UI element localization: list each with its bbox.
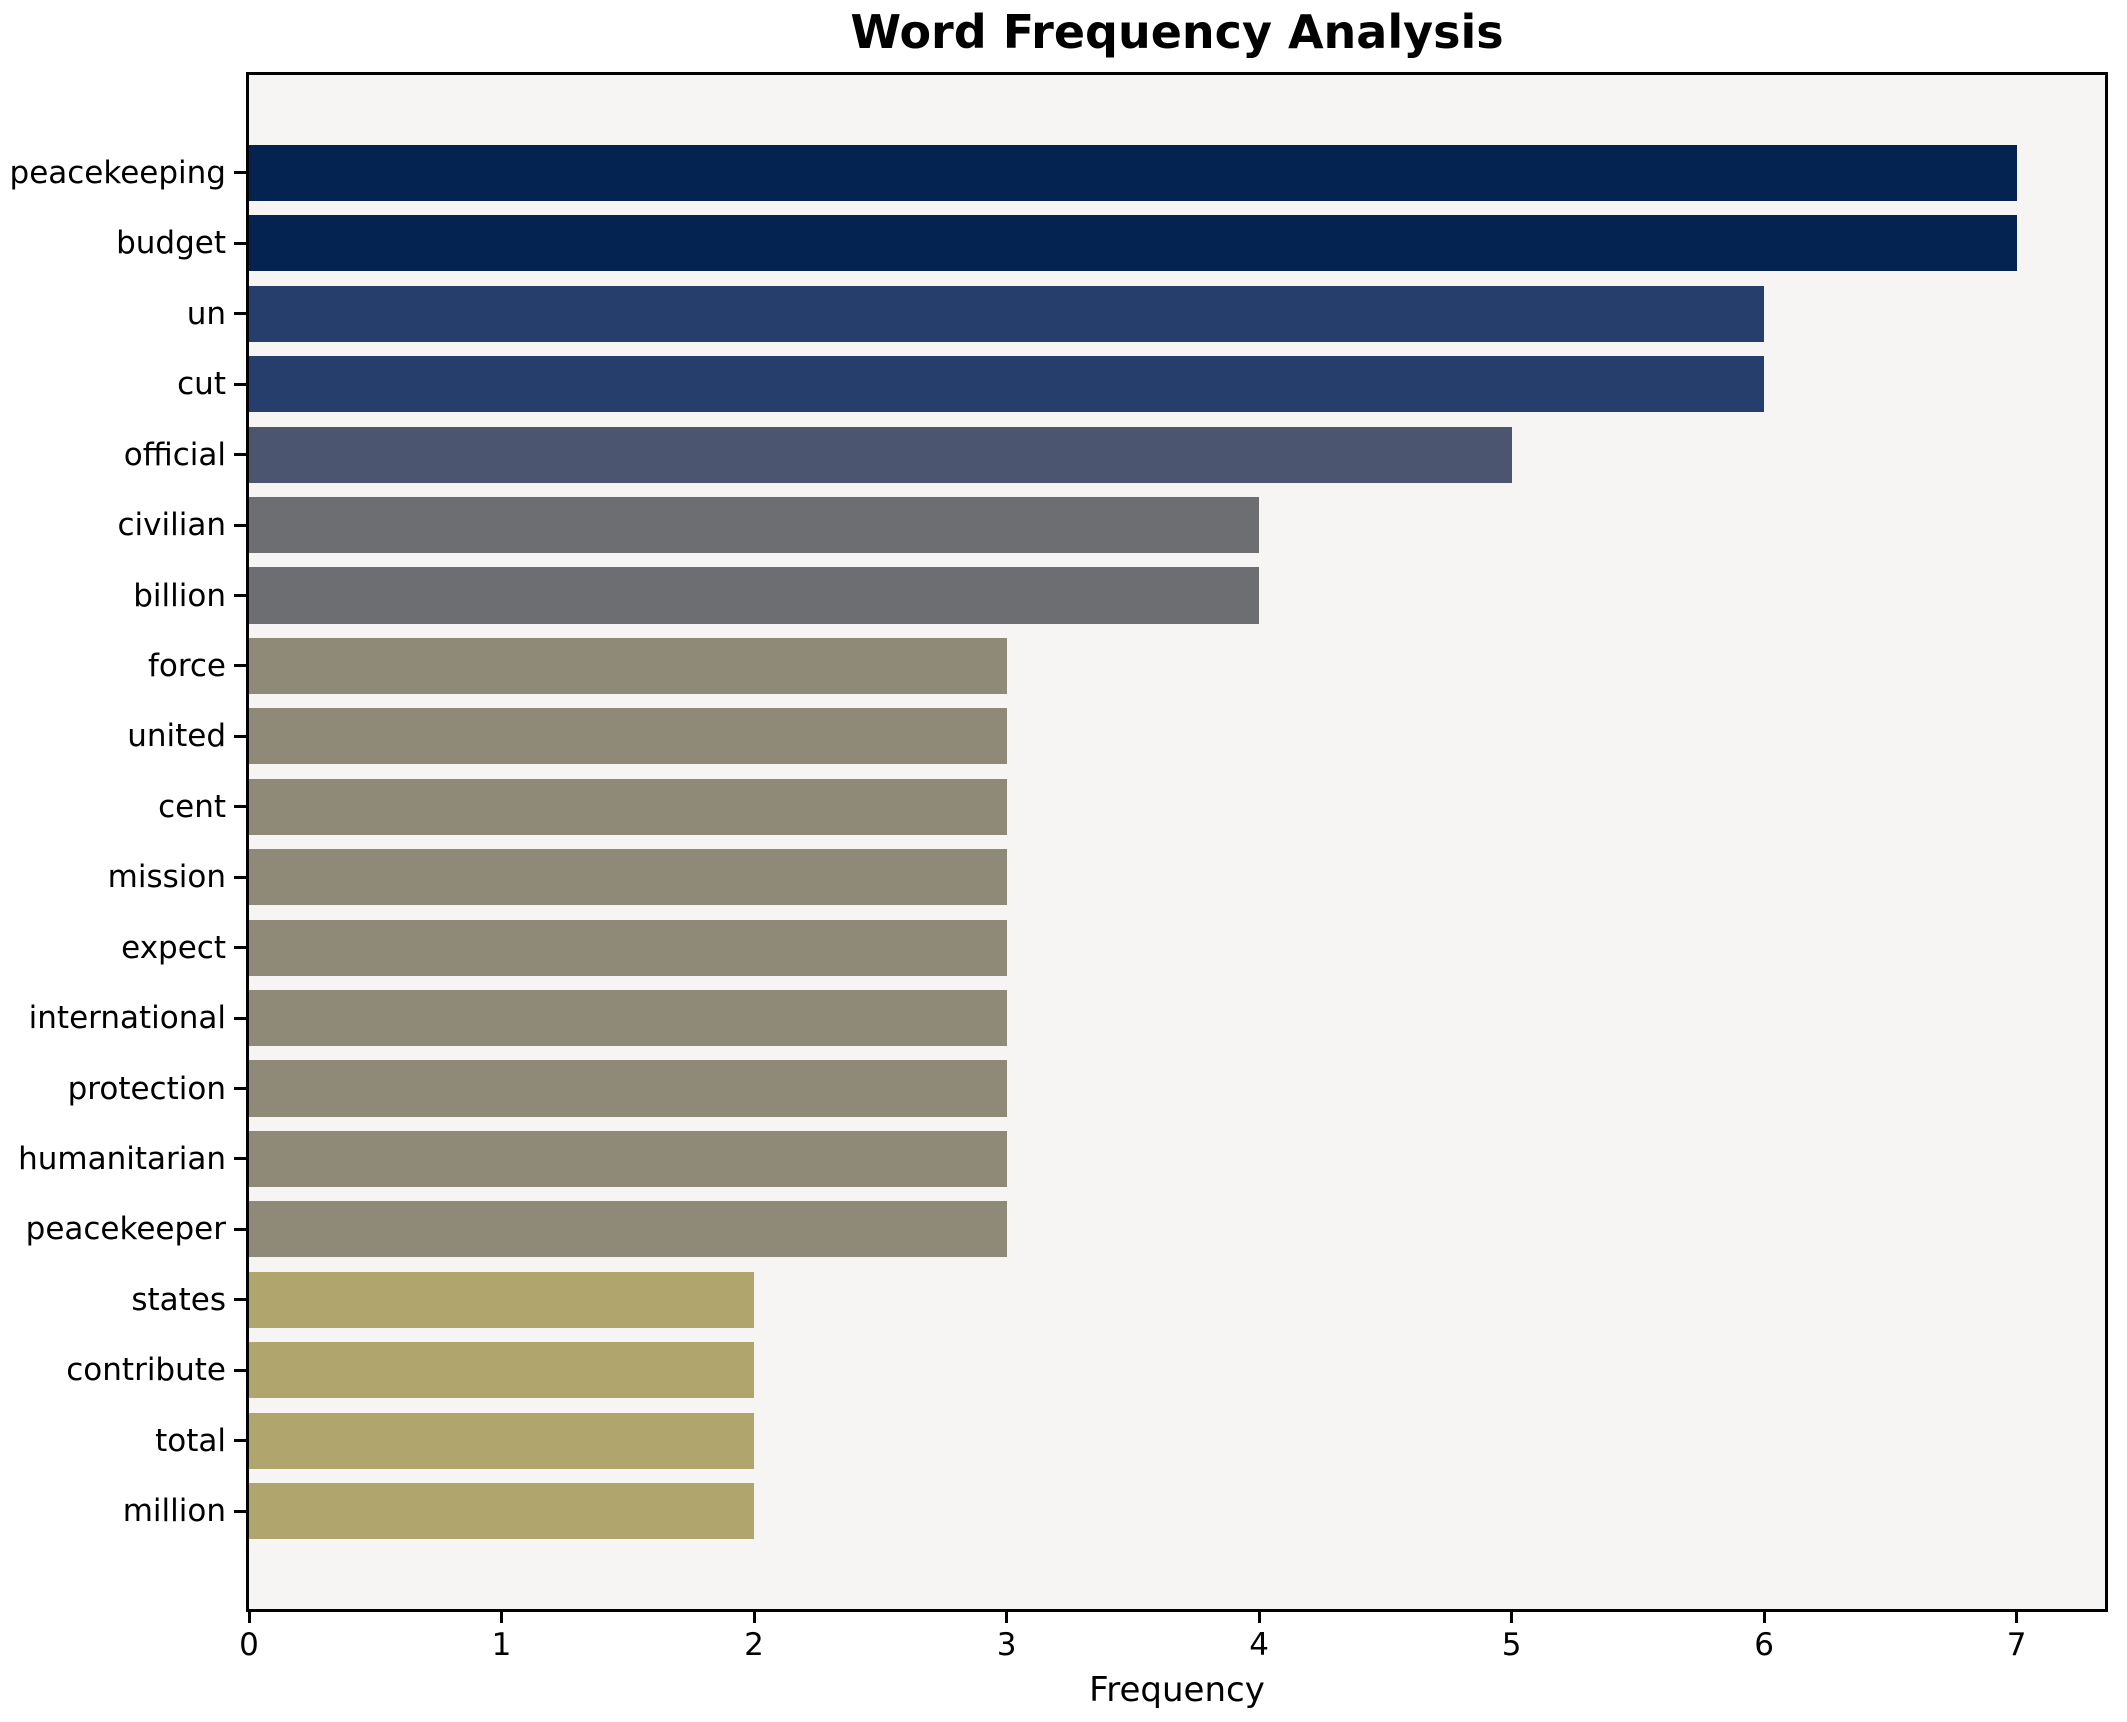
y-tick-mark [234, 946, 246, 950]
bar-force [249, 637, 1007, 694]
x-tick-mark [500, 1612, 503, 1623]
y-tick-mark [234, 1087, 246, 1090]
bar-civilian [249, 496, 1260, 554]
x-tick-label: 5 [1501, 1627, 1522, 1663]
x-tick-label: 1 [491, 1627, 512, 1663]
y-tick-mark [234, 241, 246, 245]
y-tick-label: force [147, 647, 226, 684]
y-tick-mark [234, 453, 246, 457]
y-tick-label: billion [133, 577, 226, 614]
y-tick-label: cent [158, 788, 226, 825]
bar-million [249, 1482, 754, 1540]
y-tick-label: official [123, 436, 226, 473]
y-tick-mark [234, 805, 246, 809]
y-tick-mark [234, 1439, 246, 1443]
y-tick-label: international [28, 1000, 226, 1037]
x-axis-label: Frequency [1089, 1670, 1265, 1710]
y-tick-label: budget [116, 225, 226, 262]
y-tick-label: million [122, 1493, 226, 1530]
bar-billion [249, 567, 1260, 624]
y-tick-mark [234, 1227, 246, 1231]
y-tick-label: un [186, 295, 226, 332]
y-tick-mark [234, 594, 246, 597]
bar-un [249, 285, 1765, 342]
y-tick-label: total [155, 1422, 226, 1459]
y-tick-label: humanitarian [18, 1140, 226, 1177]
bar-contribute [249, 1342, 754, 1399]
bar-peacekeeping [249, 144, 2017, 201]
x-tick-mark [247, 1612, 251, 1623]
bar-cut [249, 356, 1765, 413]
y-tick-label: united [127, 718, 226, 755]
y-tick-mark [234, 1016, 246, 1020]
bar-united [249, 708, 1007, 765]
plot-area [246, 72, 2108, 1612]
bar-mission [249, 849, 1007, 906]
bar-peacekeeper [249, 1201, 1007, 1258]
y-tick-mark [234, 1509, 246, 1513]
bar-humanitarian [249, 1130, 1007, 1188]
x-tick-label: 0 [239, 1627, 259, 1663]
y-tick-mark [234, 312, 246, 316]
x-tick-label: 7 [2006, 1627, 2027, 1663]
bar-protection [249, 1060, 1007, 1117]
x-tick-mark [752, 1612, 756, 1623]
x-tick-mark [1257, 1612, 1261, 1623]
bar-budget [249, 215, 2017, 272]
bar-international [249, 989, 1007, 1047]
y-tick-label: peacekeeping [9, 154, 226, 191]
y-tick-label: civilian [117, 507, 227, 544]
x-tick-label: 3 [996, 1627, 1017, 1663]
y-tick-label: protection [67, 1070, 226, 1107]
bar-cent [249, 778, 1007, 835]
x-tick-mark [1510, 1612, 1514, 1623]
y-tick-label: contribute [66, 1352, 226, 1389]
bar-total [249, 1412, 754, 1469]
y-tick-mark [234, 734, 246, 738]
x-tick-label: 6 [1754, 1627, 1774, 1663]
bar-states [249, 1271, 754, 1328]
y-tick-label: states [131, 1281, 226, 1318]
y-tick-mark [234, 523, 246, 527]
y-tick-mark [234, 1298, 246, 1302]
x-tick-mark [2015, 1612, 2019, 1623]
y-tick-label: cut [177, 366, 226, 403]
x-tick-label: 2 [744, 1627, 764, 1663]
y-tick-mark [234, 664, 246, 668]
y-tick-label: mission [107, 859, 226, 896]
x-tick-label: 4 [1249, 1627, 1269, 1663]
y-tick-mark [234, 171, 246, 175]
bar-expect [249, 919, 1007, 976]
x-tick-mark [1005, 1612, 1009, 1623]
y-tick-mark [234, 875, 246, 879]
y-tick-mark [234, 1157, 246, 1161]
y-tick-label: peacekeeper [25, 1211, 226, 1248]
y-tick-label: expect [121, 929, 226, 966]
x-tick-mark [1762, 1612, 1766, 1623]
chart-title: Word Frequency Analysis [850, 5, 1504, 59]
y-tick-mark [234, 1368, 246, 1372]
bar-official [249, 426, 1512, 483]
y-tick-mark [234, 382, 246, 386]
